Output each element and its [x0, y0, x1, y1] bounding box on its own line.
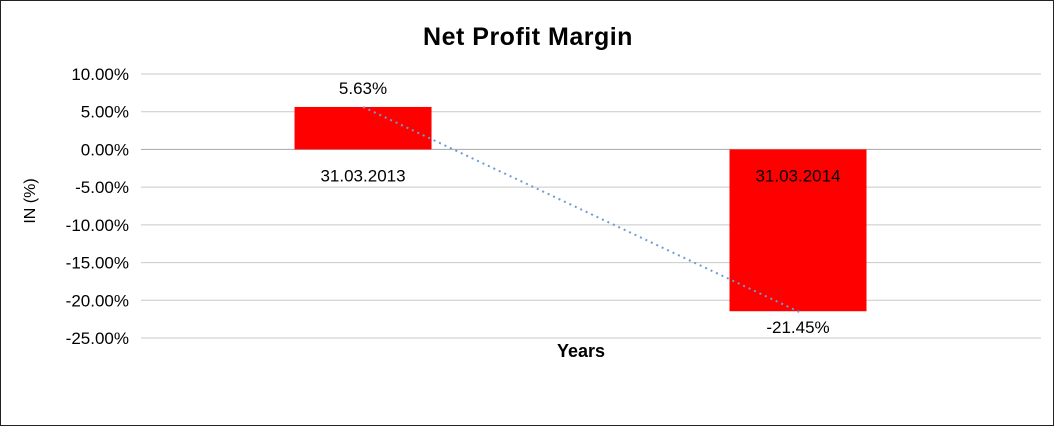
value-label: -21.45%: [766, 318, 829, 337]
y-tick-label: -5.00%: [75, 178, 129, 197]
bar: [294, 106, 432, 150]
y-tick-label: -20.00%: [66, 291, 129, 310]
value-label: 5.63%: [339, 79, 387, 98]
y-tick-label: 0.00%: [81, 140, 129, 159]
category-label: 31.03.2013: [320, 166, 405, 185]
y-tick-label: -25.00%: [66, 329, 129, 348]
y-tick-label: 5.00%: [81, 103, 129, 122]
category-label: 31.03.2014: [755, 166, 840, 185]
chart-title: Net Profit Margin: [423, 23, 633, 51]
bar: [729, 149, 867, 312]
x-axis-title: Years: [556, 341, 606, 361]
y-tick-label: 10.00%: [71, 65, 129, 84]
y-tick-label: -10.00%: [66, 216, 129, 235]
y-tick-label: -15.00%: [66, 254, 129, 273]
